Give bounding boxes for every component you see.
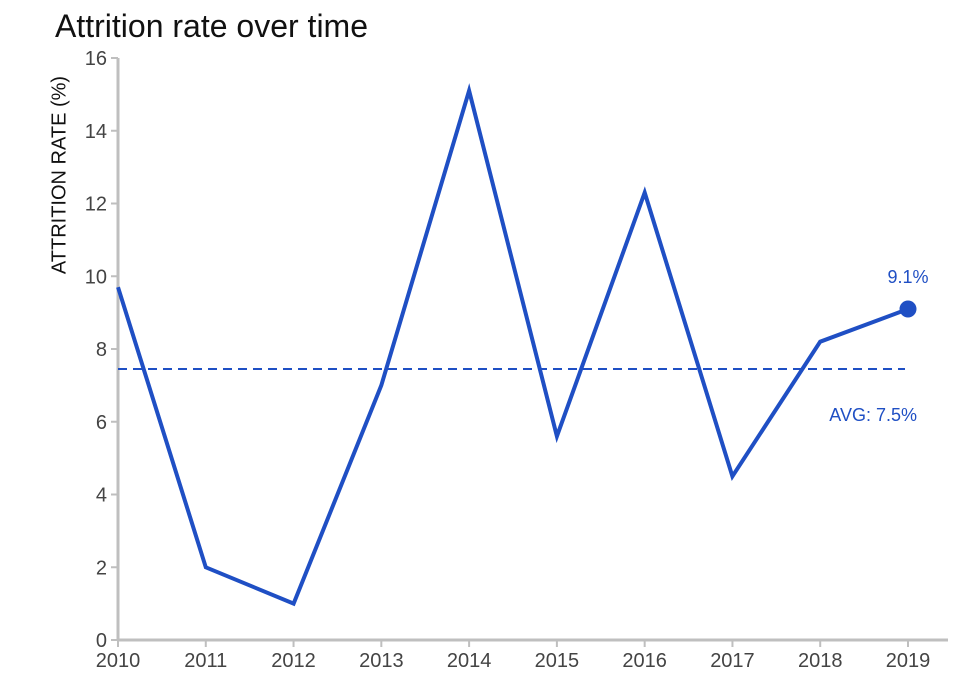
end-point-label: 9.1% bbox=[887, 267, 928, 287]
x-tick-label: 2017 bbox=[710, 650, 755, 672]
series-line bbox=[116, 83, 909, 607]
y-tick-label: 6 bbox=[96, 412, 107, 434]
x-tick-label: 2013 bbox=[359, 650, 404, 672]
x-tick-label: 2015 bbox=[535, 650, 580, 672]
x-tick-label: 2018 bbox=[798, 650, 843, 672]
series-group bbox=[116, 83, 917, 607]
x-tick-label: 2014 bbox=[447, 650, 492, 672]
end-point-marker bbox=[899, 300, 917, 318]
annotations: 9.1% AVG: 7.5% bbox=[829, 267, 928, 425]
y-tick-label: 16 bbox=[85, 48, 107, 70]
y-tick-label: 2 bbox=[96, 557, 107, 579]
average-label: AVG: 7.5% bbox=[829, 405, 917, 425]
y-tick-label: 12 bbox=[85, 194, 107, 216]
x-tick-label: 2011 bbox=[184, 650, 227, 672]
x-tick-label: 2016 bbox=[622, 650, 667, 672]
axes: 0 2 4 6 8 10 12 14 16 2010 2011 2012 2013 2014 2015 201… bbox=[85, 48, 948, 672]
x-tick-label: 2019 bbox=[886, 650, 931, 672]
chart-title: Attrition rate over time bbox=[55, 8, 368, 44]
y-tick-label: 0 bbox=[96, 630, 107, 652]
y-tick-label: 14 bbox=[85, 121, 107, 143]
y-tick-label: 4 bbox=[96, 485, 107, 507]
x-tick-label: 2010 bbox=[96, 650, 141, 672]
y-tick-label: 8 bbox=[96, 339, 107, 361]
y-tick-label: 10 bbox=[85, 266, 107, 288]
x-tick-label: 2012 bbox=[271, 650, 316, 672]
